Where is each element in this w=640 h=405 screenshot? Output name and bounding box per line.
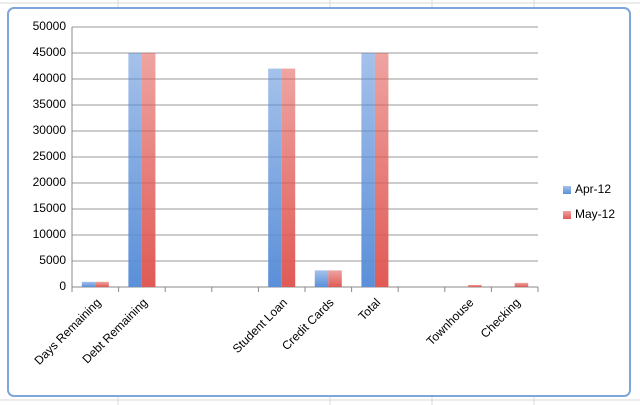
y-tick-label: 5000 xyxy=(39,253,66,267)
bar xyxy=(514,282,529,287)
bar xyxy=(268,68,282,287)
bar xyxy=(361,53,375,287)
y-tick-label: 30000 xyxy=(33,123,67,137)
bar xyxy=(141,53,156,287)
bar xyxy=(95,281,109,287)
bar xyxy=(128,53,142,287)
bar xyxy=(281,68,296,287)
bar xyxy=(314,270,329,287)
y-tick-label: 15000 xyxy=(33,201,67,215)
legend-label: Apr-12 xyxy=(575,182,611,196)
y-tick-label: 10000 xyxy=(33,227,67,241)
y-tick-label: 0 xyxy=(59,279,66,293)
y-tick-label: 50000 xyxy=(33,19,67,33)
y-tick-label: 45000 xyxy=(33,45,67,59)
y-tick-label: 25000 xyxy=(33,149,67,163)
y-tick-label: 40000 xyxy=(33,71,67,85)
legend-label: May-12 xyxy=(575,207,615,221)
legend-swatch xyxy=(563,186,571,194)
legend-swatch xyxy=(563,211,571,219)
bar xyxy=(328,270,342,287)
y-tick-label: 20000 xyxy=(33,175,67,189)
bar xyxy=(374,53,389,287)
y-tick-label: 35000 xyxy=(33,97,67,111)
bar xyxy=(468,284,482,287)
bar xyxy=(81,281,96,287)
